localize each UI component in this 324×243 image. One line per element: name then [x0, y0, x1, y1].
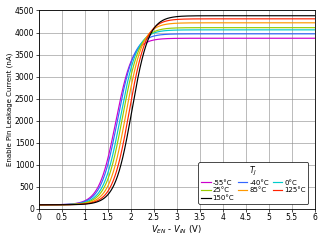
- Line: 125°C: 125°C: [39, 19, 315, 205]
- 25°C: [164, 27, 168, 30]
- -40°C: [37, 203, 40, 206]
- 85°C: [305, 21, 308, 24]
- -40°C: [305, 32, 308, 35]
- 150°C: [164, 18, 168, 21]
- -55°C: [37, 203, 40, 206]
- 125°C: [171, 18, 175, 21]
- 25°C: [51, 203, 54, 206]
- -55°C: [305, 37, 308, 40]
- 25°C: [254, 26, 258, 29]
- 25°C: [305, 26, 308, 29]
- -40°C: [164, 33, 168, 36]
- 150°C: [305, 14, 308, 17]
- 125°C: [305, 17, 308, 20]
- 125°C: [305, 17, 308, 20]
- 125°C: [37, 203, 40, 206]
- 0°C: [37, 203, 40, 206]
- 85°C: [164, 23, 168, 26]
- 0°C: [305, 28, 308, 31]
- 0°C: [171, 29, 175, 32]
- 125°C: [164, 20, 168, 23]
- Legend: -55°C, 25°C, 150°C, -40°C, 85°C, 0°C, 125°C: -55°C, 25°C, 150°C, -40°C, 85°C, 0°C, 12…: [198, 162, 308, 204]
- 25°C: [305, 26, 308, 29]
- Line: -40°C: -40°C: [39, 34, 315, 205]
- -40°C: [51, 203, 54, 206]
- X-axis label: $\mathit{V}_{EN}$ - $\mathit{V}_{IN}$ (V): $\mathit{V}_{EN}$ - $\mathit{V}_{IN}$ (V…: [151, 224, 202, 236]
- 0°C: [254, 28, 258, 31]
- 25°C: [171, 27, 175, 30]
- Line: -55°C: -55°C: [39, 38, 315, 205]
- 85°C: [37, 203, 40, 206]
- 125°C: [254, 17, 258, 20]
- 0°C: [313, 28, 317, 31]
- Line: 85°C: 85°C: [39, 23, 315, 205]
- 150°C: [171, 16, 175, 19]
- 150°C: [313, 14, 317, 17]
- 85°C: [313, 21, 317, 24]
- 150°C: [254, 14, 258, 17]
- Line: 25°C: 25°C: [39, 28, 315, 205]
- 150°C: [305, 14, 308, 17]
- -55°C: [164, 37, 168, 40]
- 85°C: [254, 21, 258, 24]
- -55°C: [313, 37, 317, 40]
- Line: 0°C: 0°C: [39, 30, 315, 205]
- -40°C: [171, 33, 175, 35]
- 150°C: [51, 203, 54, 206]
- -40°C: [313, 32, 317, 35]
- 0°C: [305, 28, 308, 31]
- -55°C: [171, 37, 175, 40]
- 150°C: [37, 203, 40, 206]
- 0°C: [51, 203, 54, 206]
- 25°C: [37, 203, 40, 206]
- -40°C: [305, 32, 308, 35]
- 125°C: [51, 203, 54, 206]
- -55°C: [305, 37, 308, 40]
- -55°C: [254, 37, 258, 40]
- Y-axis label: Enable Pin Leakage Current (nA): Enable Pin Leakage Current (nA): [7, 53, 13, 166]
- Line: 150°C: 150°C: [39, 16, 315, 205]
- 85°C: [171, 22, 175, 25]
- 125°C: [313, 17, 317, 20]
- 85°C: [51, 203, 54, 206]
- -55°C: [51, 203, 54, 206]
- -40°C: [254, 32, 258, 35]
- 85°C: [305, 21, 308, 24]
- 0°C: [164, 29, 168, 32]
- 25°C: [313, 26, 317, 29]
